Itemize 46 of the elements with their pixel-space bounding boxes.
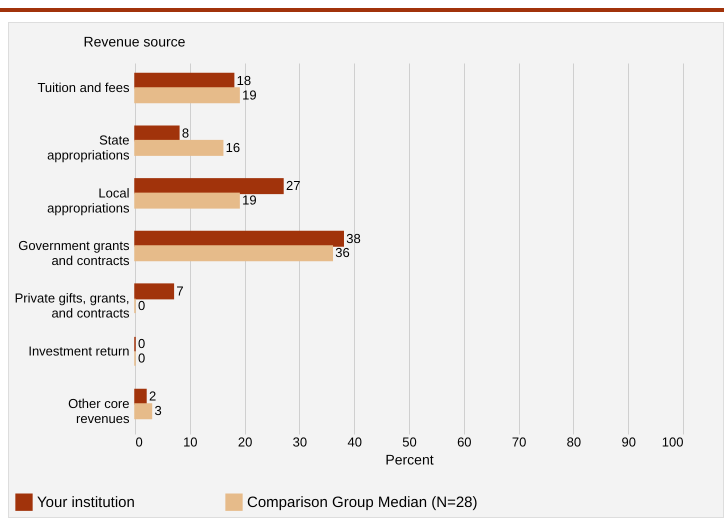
x-tick-label: 90 — [621, 434, 636, 450]
data-label: 0 — [138, 298, 146, 313]
y-tick-label: State appropriations — [47, 132, 130, 163]
y-tick-label: Government grants and contracts — [18, 238, 130, 268]
data-label: 0 — [138, 350, 146, 366]
x-tick-label: 20 — [238, 434, 252, 450]
x-tick-label: 10 — [183, 434, 198, 450]
x-tick-label: 30 — [292, 434, 308, 450]
x-tick-label: 60 — [457, 434, 472, 450]
bar — [134, 87, 240, 104]
data-label: 0 — [138, 336, 146, 352]
x-tick-label: 0 — [136, 434, 143, 450]
data-label: 3 — [154, 403, 162, 418]
x-tick-label: 70 — [512, 434, 526, 450]
bar — [134, 192, 240, 209]
data-label: 2 — [148, 388, 156, 404]
bar — [134, 140, 224, 156]
x-tick-label: 100 — [662, 434, 684, 450]
bar — [134, 72, 234, 89]
y-tick-label: Tuition and fees — [37, 80, 130, 96]
bar — [134, 403, 152, 420]
y-axis-title: Revenue source — [84, 34, 186, 50]
bar — [134, 178, 284, 194]
x-tick-label: 50 — [402, 434, 417, 450]
x-axis-title: Percent — [385, 452, 434, 468]
data-label: 7 — [176, 283, 184, 298]
bar — [134, 245, 334, 262]
data-label: 19 — [242, 87, 257, 102]
y-tick-label: Investment return — [28, 343, 130, 358]
data-label: 16 — [226, 140, 240, 155]
bar — [134, 125, 180, 142]
data-label: 19 — [242, 192, 257, 208]
bar — [134, 283, 174, 300]
y-tick-label: Private gifts, grants, and contracts — [14, 290, 130, 321]
x-tick-label: 40 — [347, 434, 362, 450]
bar — [134, 230, 344, 247]
y-tick-label: Local appropriations — [47, 185, 130, 216]
legend-label: Comparison Group Median (N=28) — [247, 494, 478, 512]
y-tick-label: Other core revenues — [68, 396, 130, 426]
legend-label: Your institution — [37, 494, 135, 512]
data-label: 36 — [335, 245, 350, 260]
data-label: 8 — [182, 125, 190, 140]
data-label: 27 — [286, 178, 300, 194]
x-tick-label: 80 — [566, 434, 582, 450]
data-label: 18 — [236, 72, 252, 88]
data-label: 38 — [346, 230, 361, 246]
